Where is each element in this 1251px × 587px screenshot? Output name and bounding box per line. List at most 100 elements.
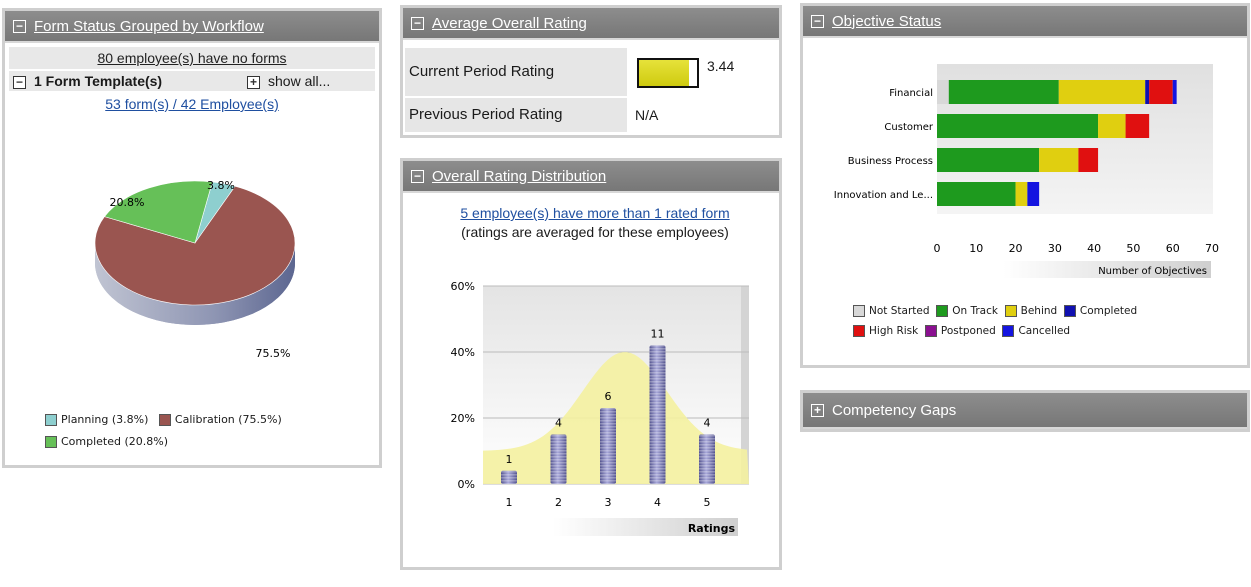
x-axis-title: Ratings: [688, 522, 736, 535]
expand-icon[interactable]: +: [811, 403, 824, 417]
objective-bar-segment: [1027, 182, 1040, 206]
objective-status-title[interactable]: Objective Status: [832, 12, 942, 30]
x-tick-label: 1: [506, 496, 513, 509]
y-tick-label: 40%: [451, 346, 475, 359]
legend-item-planning: Planning (3.8%): [45, 413, 148, 426]
collapse-template-icon[interactable]: −: [13, 76, 26, 89]
collapse-icon[interactable]: −: [811, 14, 824, 28]
legend-swatch: [158, 414, 171, 426]
current-rating-label-cell: Current Period Rating: [405, 48, 627, 96]
legend-label: Calibration (75.5%): [174, 413, 282, 426]
legend-label: Not Started: [869, 305, 930, 317]
legend-swatch: [853, 325, 865, 337]
bar-data-label: 11: [651, 327, 665, 340]
x-tick-label: 2: [555, 496, 562, 509]
x-tick-label: 4: [654, 496, 661, 509]
form-status-header: − Form Status Grouped by Workflow: [5, 11, 379, 43]
rating-bar-texture: [501, 470, 517, 484]
forms-employees-link[interactable]: 53 form(s) / 42 Employee(s): [105, 96, 279, 112]
ratings-note: (ratings are averaged for these employee…: [461, 224, 729, 240]
pie-data-label: 3.8%: [207, 179, 235, 192]
x-tick-label: 60: [1166, 242, 1180, 255]
legend-swatch: [924, 325, 937, 337]
objective-bar-segment: [937, 148, 1040, 172]
objective-bar-segment: [1145, 80, 1150, 104]
avg-rating-header: − Average Overall Rating: [403, 8, 779, 40]
show-all-link[interactable]: show all...: [268, 73, 331, 89]
current-rating-label: Current Period Rating: [409, 63, 555, 80]
objective-bar-segment: [1149, 80, 1173, 104]
x-tick-label: 3: [605, 496, 612, 509]
form-status-title[interactable]: Form Status Grouped by Workflow: [34, 17, 264, 35]
legend-swatch: [45, 436, 57, 448]
objective-bar-segment: [937, 80, 949, 104]
bar-data-label: 4: [555, 417, 562, 430]
avg-rating-panel: − Average Overall Rating Current Period …: [400, 5, 782, 138]
y-tick-label: 60%: [451, 280, 475, 293]
avg-rating-title[interactable]: Average Overall Rating: [432, 14, 587, 32]
objective-bar-segment: [1125, 114, 1150, 138]
bar-data-label: 1: [506, 453, 513, 466]
objective-bar-segment: [1039, 148, 1079, 172]
rating-bar-texture: [600, 408, 616, 484]
x-tick-label: 5: [704, 496, 711, 509]
legend-label: Postponed: [940, 325, 996, 337]
rating-bar-fill: [639, 60, 689, 86]
previous-rating-row: Previous Period Rating N/A: [405, 98, 777, 132]
no-forms-row: 80 employee(s) have no forms: [9, 47, 375, 69]
objective-bar-segment: [948, 80, 1059, 104]
rating-bar-texture: [550, 434, 567, 484]
legend-item-high-risk: High Risk: [853, 325, 918, 337]
collapse-icon[interactable]: −: [411, 16, 424, 30]
rating-dist-header: − Overall Rating Distribution: [403, 161, 779, 193]
y-tick-label: 0%: [458, 478, 475, 491]
expand-icon[interactable]: +: [247, 76, 260, 89]
form-status-pie: 3.8% 75.5% 20.8%: [94, 179, 296, 360]
legend-item-postponed: Postponed: [924, 325, 996, 337]
legend-item-behind: Behind: [1004, 305, 1057, 317]
rating-bar-texture: [699, 434, 715, 484]
previous-rating-label-cell: Previous Period Rating: [405, 98, 627, 132]
collapse-icon[interactable]: −: [13, 19, 26, 33]
objective-bar-segment: [937, 182, 1016, 206]
y-tick-label: 20%: [451, 412, 475, 425]
competency-gaps-title[interactable]: Competency Gaps: [832, 401, 957, 419]
objective-bar-segment: [1098, 114, 1126, 138]
legend-item-cancelled: Cancelled: [1002, 325, 1070, 337]
legend-item-completed: Completed (20.8%): [45, 435, 168, 448]
legend-label: Completed (20.8%): [61, 435, 169, 448]
multi-rated-link[interactable]: 5 employee(s) have more than 1 rated for…: [460, 205, 730, 221]
competency-gaps-header: + Competency Gaps: [803, 393, 1247, 429]
bar-data-label: 6: [605, 390, 612, 403]
bar-data-label: 4: [704, 417, 711, 430]
x-axis-title: Number of Objectives: [1098, 266, 1207, 277]
rating-dist-title[interactable]: Overall Rating Distribution: [432, 167, 607, 185]
x-tick-label: 10: [969, 242, 983, 255]
pie-data-label: 20.8%: [110, 196, 145, 209]
collapse-icon[interactable]: −: [411, 169, 424, 183]
rating-dist-panel: − Overall Rating Distribution 5 employee…: [400, 158, 782, 570]
legend-label: Cancelled: [1018, 325, 1071, 337]
pie-slice-completed: [104, 180, 213, 244]
objective-bar-segment: [1172, 80, 1177, 104]
no-forms-link[interactable]: 80 employee(s) have no forms: [97, 50, 287, 66]
legend-item-calibration: Calibration (75.5%): [158, 413, 282, 426]
category-label: Financial: [889, 88, 933, 99]
legend-swatch: [936, 305, 949, 317]
previous-rating-label: Previous Period Rating: [409, 106, 563, 123]
pie-legend: Planning (3.8%) Calibration (75.5%) Comp…: [45, 409, 282, 453]
x-tick-label: 30: [1048, 242, 1062, 255]
legend-swatch: [1063, 305, 1076, 317]
x-tick-label: 70: [1205, 242, 1219, 255]
category-label: Business Process: [848, 156, 933, 167]
objective-bar-segment: [1058, 80, 1146, 104]
x-tick-label: 40: [1087, 242, 1101, 255]
template-row: −1 Form Template(s) + show all...: [9, 71, 375, 91]
objective-bar-segment: [937, 114, 1099, 138]
legend-item-not-started: Not Started: [853, 305, 930, 317]
category-label: Innovation and Le...: [834, 190, 933, 201]
legend-item-completed: Completed: [1063, 305, 1137, 317]
x-tick-label: 20: [1009, 242, 1023, 255]
legend-swatch: [45, 414, 57, 426]
legend-label: On Track: [952, 305, 998, 317]
